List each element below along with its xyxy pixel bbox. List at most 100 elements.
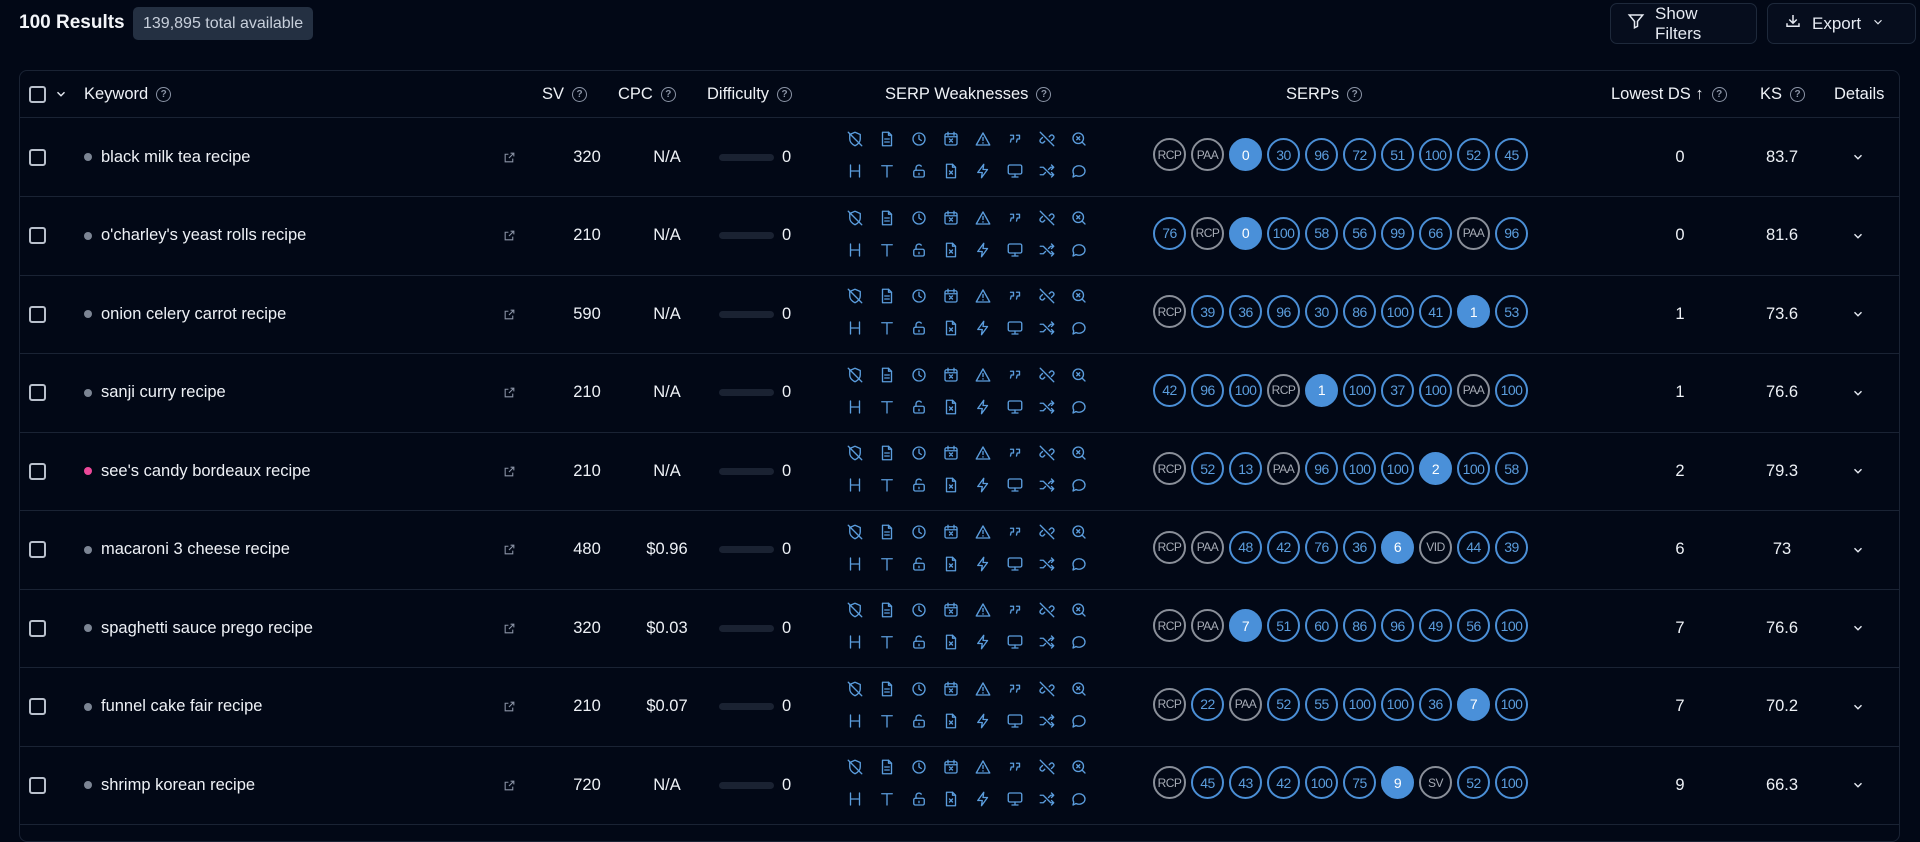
serp-rank-circle[interactable]: 1 xyxy=(1305,373,1338,407)
serp-rank-circle[interactable]: 51 xyxy=(1267,609,1300,642)
serp-rank-circle[interactable]: 39 xyxy=(1191,295,1224,328)
row-checkbox[interactable] xyxy=(29,462,46,480)
serp-rank-circle[interactable]: 0 xyxy=(1229,216,1262,250)
serp-rank-circle[interactable]: RCP xyxy=(1153,766,1186,799)
serp-rank-circle[interactable]: 56 xyxy=(1457,609,1490,642)
serp-rank-circle[interactable]: 42 xyxy=(1267,766,1300,799)
column-sv[interactable]: SV? xyxy=(542,71,588,117)
column-serps[interactable]: SERPs? xyxy=(1286,71,1363,117)
serp-rank-circle[interactable]: 36 xyxy=(1419,687,1452,721)
serp-rank-circle[interactable]: 76 xyxy=(1305,530,1338,564)
help-icon[interactable]: ? xyxy=(777,86,793,102)
serp-rank-circle[interactable]: 72 xyxy=(1343,138,1376,171)
expand-details-chevron-icon[interactable] xyxy=(1851,118,1865,196)
select-all-checkbox[interactable] xyxy=(29,85,46,103)
serp-rank-circle[interactable]: 100 xyxy=(1381,295,1414,328)
serp-rank-circle[interactable]: 86 xyxy=(1343,295,1376,328)
serp-rank-circle[interactable]: PAA xyxy=(1191,530,1224,564)
serp-rank-circle[interactable]: 100 xyxy=(1495,687,1528,721)
column-keyword[interactable]: Keyword? xyxy=(84,71,172,117)
serp-rank-circle[interactable]: RCP xyxy=(1153,295,1186,328)
export-button[interactable]: Export xyxy=(1767,3,1916,44)
serp-rank-circle[interactable]: 100 xyxy=(1419,373,1452,407)
serp-rank-circle[interactable]: PAA xyxy=(1191,138,1224,171)
external-link-icon[interactable] xyxy=(503,432,516,510)
serp-rank-circle[interactable]: 45 xyxy=(1495,138,1528,171)
row-checkbox[interactable] xyxy=(29,384,46,401)
serp-rank-circle[interactable]: 96 xyxy=(1305,452,1338,485)
serp-rank-circle[interactable]: RCP xyxy=(1153,452,1186,485)
serp-rank-circle[interactable]: 100 xyxy=(1305,766,1338,799)
table-row[interactable]: see's candy bordeaux recipe 210 N/A 0 RCP 52 1… xyxy=(20,432,1899,511)
serp-rank-circle[interactable]: 42 xyxy=(1153,373,1186,407)
expand-details-chevron-icon[interactable] xyxy=(1851,275,1865,353)
serp-rank-circle[interactable]: SV xyxy=(1419,766,1452,799)
serp-rank-circle[interactable]: PAA xyxy=(1457,373,1490,407)
table-row[interactable]: onion celery carrot recipe 590 N/A 0 RCP 39 36… xyxy=(20,275,1899,354)
serp-rank-circle[interactable]: VID xyxy=(1419,530,1452,564)
serp-rank-circle[interactable]: 22 xyxy=(1191,687,1224,721)
serp-rank-circle[interactable]: 100 xyxy=(1495,766,1528,799)
external-link-icon[interactable] xyxy=(503,746,516,824)
serp-rank-circle[interactable]: 52 xyxy=(1457,138,1490,171)
table-row[interactable]: spaghetti sauce prego recipe 320 $0.03 0 RCP… xyxy=(20,589,1899,668)
serp-rank-circle[interactable]: 100 xyxy=(1229,373,1262,407)
serp-rank-circle[interactable]: 51 xyxy=(1381,138,1414,171)
serp-rank-circle[interactable]: 99 xyxy=(1381,216,1414,250)
table-row[interactable]: black milk tea recipe 320 N/A 0 RCP PAA 0 30 96 7… xyxy=(20,118,1899,197)
serp-rank-circle[interactable]: 96 xyxy=(1381,609,1414,642)
row-checkbox[interactable] xyxy=(29,619,46,637)
serp-rank-circle[interactable]: PAA xyxy=(1229,687,1262,721)
expand-details-chevron-icon[interactable] xyxy=(1851,354,1865,432)
serp-rank-circle[interactable]: 100 xyxy=(1381,687,1414,721)
expand-details-chevron-icon[interactable] xyxy=(1851,589,1865,667)
serp-rank-circle[interactable]: 52 xyxy=(1267,687,1300,721)
table-row[interactable]: macaroni 3 cheese recipe 480 $0.96 0 RCP PAA 4… xyxy=(20,511,1899,590)
table-row[interactable]: sanji curry recipe 210 N/A 0 42 96 100 RCP 1 100 3… xyxy=(20,354,1899,433)
serp-rank-circle[interactable]: 2 xyxy=(1419,452,1452,485)
serp-rank-circle[interactable]: 56 xyxy=(1343,216,1376,250)
serp-rank-circle[interactable]: 86 xyxy=(1343,609,1376,642)
serp-rank-circle[interactable]: RCP xyxy=(1191,216,1224,250)
serp-rank-circle[interactable]: 100 xyxy=(1495,609,1528,642)
serp-rank-circle[interactable]: 6 xyxy=(1381,530,1414,564)
external-link-icon[interactable] xyxy=(503,511,516,589)
serp-rank-circle[interactable]: RCP xyxy=(1267,373,1300,407)
serp-rank-circle[interactable]: 44 xyxy=(1457,530,1490,564)
serp-rank-circle[interactable]: 36 xyxy=(1229,295,1262,328)
serp-rank-circle[interactable]: 100 xyxy=(1267,216,1300,250)
row-checkbox[interactable] xyxy=(29,227,46,244)
help-icon[interactable]: ? xyxy=(1711,86,1727,102)
serp-rank-circle[interactable]: 37 xyxy=(1381,373,1414,407)
serp-rank-circle[interactable]: RCP xyxy=(1153,530,1186,564)
serp-rank-circle[interactable]: PAA xyxy=(1191,609,1224,642)
table-row[interactable]: o'charley's yeast rolls recipe 210 N/A 0 76 R… xyxy=(20,197,1899,276)
serp-rank-circle[interactable]: 49 xyxy=(1419,609,1452,642)
row-checkbox[interactable] xyxy=(29,305,46,323)
column-difficulty[interactable]: Difficulty? xyxy=(707,71,793,117)
serp-rank-circle[interactable]: 41 xyxy=(1419,295,1452,328)
external-link-icon[interactable] xyxy=(503,275,516,353)
serp-rank-circle[interactable]: 9 xyxy=(1381,766,1414,799)
serp-rank-circle[interactable]: 39 xyxy=(1495,530,1528,564)
serp-rank-circle[interactable]: 96 xyxy=(1495,216,1528,250)
serp-rank-circle[interactable]: RCP xyxy=(1153,138,1186,171)
serp-rank-circle[interactable]: 0 xyxy=(1229,138,1262,171)
serp-rank-circle[interactable]: 30 xyxy=(1267,138,1300,171)
serp-rank-circle[interactable]: 100 xyxy=(1457,452,1490,485)
serp-rank-circle[interactable]: 45 xyxy=(1191,766,1224,799)
serp-rank-circle[interactable]: 66 xyxy=(1419,216,1452,250)
serp-rank-circle[interactable]: 48 xyxy=(1229,530,1262,564)
serp-rank-circle[interactable]: 43 xyxy=(1229,766,1262,799)
expand-details-chevron-icon[interactable] xyxy=(1851,746,1865,824)
serp-rank-circle[interactable]: 100 xyxy=(1495,373,1528,407)
column-serp-weaknesses[interactable]: SERP Weaknesses? xyxy=(885,71,1052,117)
external-link-icon[interactable] xyxy=(503,589,516,667)
serp-rank-circle[interactable]: 96 xyxy=(1267,295,1300,328)
expand-details-chevron-icon[interactable] xyxy=(1851,511,1865,589)
serp-rank-circle[interactable]: 52 xyxy=(1457,766,1490,799)
help-icon[interactable]: ? xyxy=(660,86,676,102)
serp-rank-circle[interactable]: 13 xyxy=(1229,452,1262,485)
external-link-icon[interactable] xyxy=(503,197,516,275)
serp-rank-circle[interactable]: 7 xyxy=(1229,609,1262,642)
